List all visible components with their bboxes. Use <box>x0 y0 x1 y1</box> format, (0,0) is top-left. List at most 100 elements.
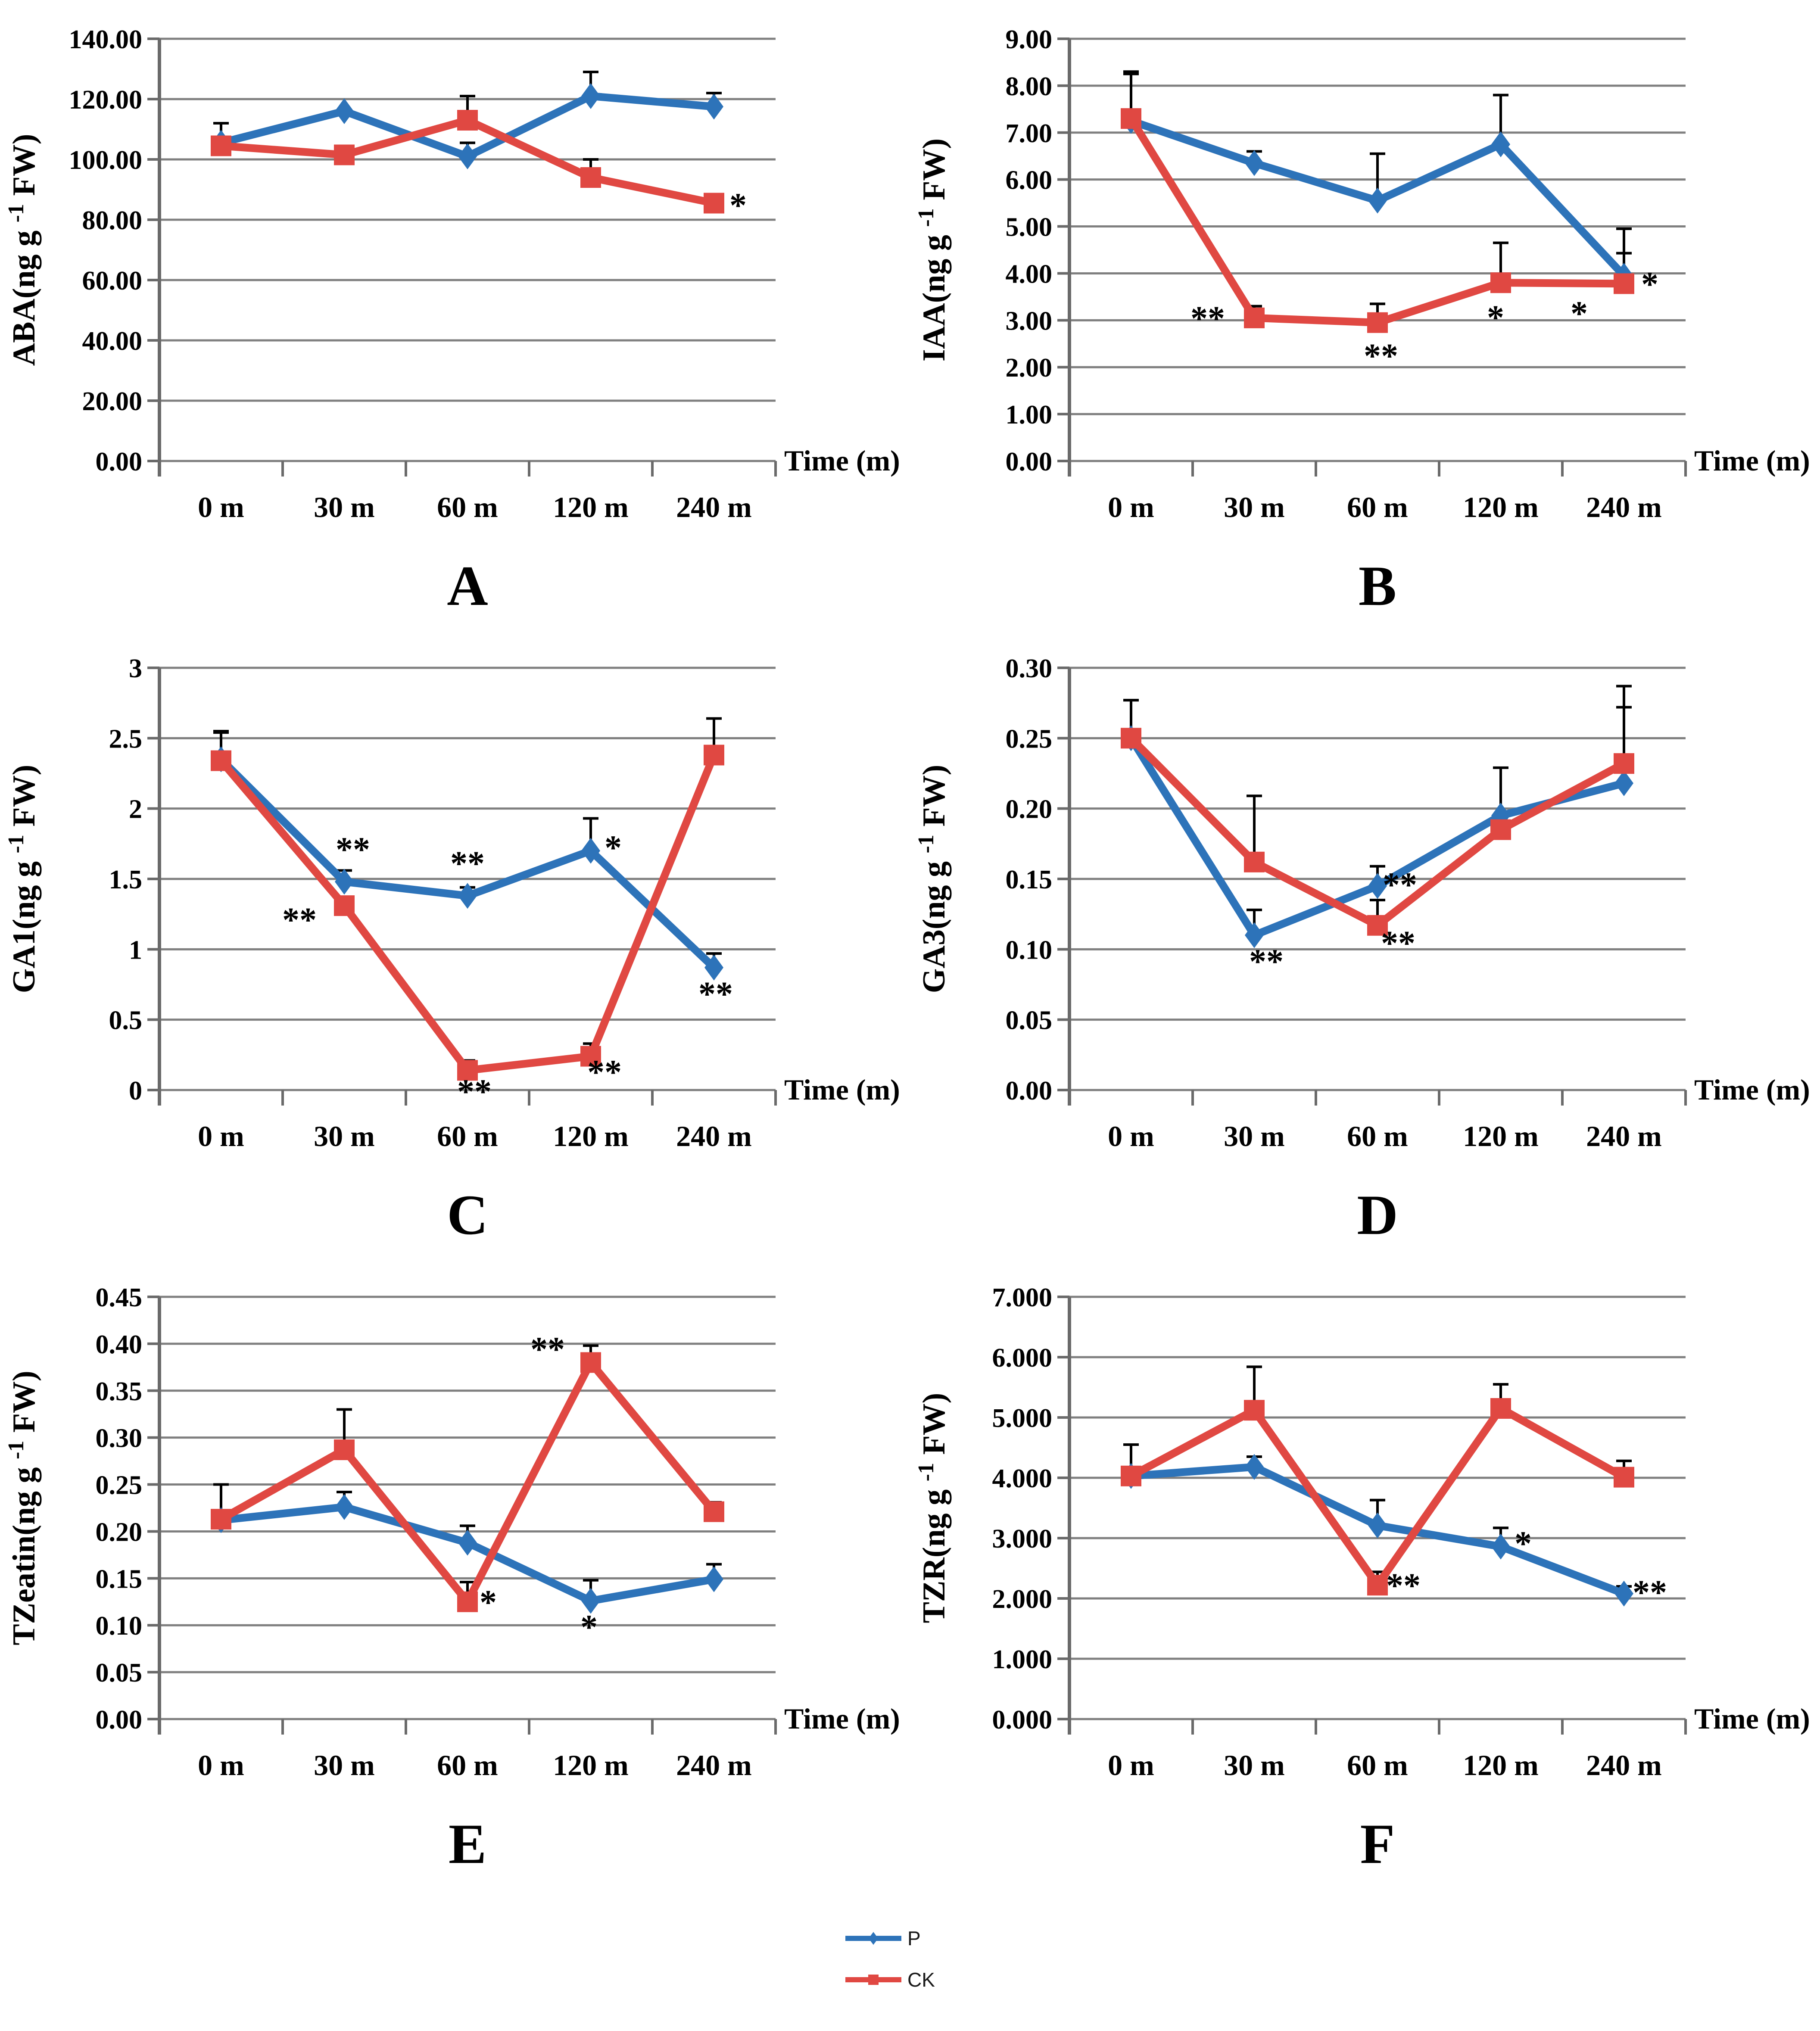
diamond-marker <box>1491 1533 1510 1560</box>
significance-asterisk: * <box>480 1584 497 1622</box>
panel-letter: A <box>447 554 488 617</box>
markers-ck <box>211 110 724 214</box>
square-marker <box>580 1352 601 1373</box>
gridlines <box>1057 37 1686 462</box>
category-label: 60 m <box>437 1749 498 1782</box>
legend: P CK <box>0 1887 1820 2031</box>
gridlines <box>147 667 776 1091</box>
y-tick-label: 4.000 <box>992 1464 1053 1493</box>
x-ticks <box>158 1090 777 1106</box>
significance-asterisk: * <box>1571 295 1588 333</box>
legend-label-p: P <box>907 1927 921 1950</box>
significance-asterisk: * <box>1641 265 1658 303</box>
y-tick-label: 0.25 <box>96 1471 143 1500</box>
significance-asterisk: ** <box>1364 337 1398 375</box>
chart-panel-d: 0.30 0.25 0.20 0.15 0.10 0.05 0.00 0 m 30 m 60 m 1… <box>910 629 1820 1258</box>
category-label: 0 m <box>1108 1749 1154 1782</box>
diamond-marker <box>335 1494 354 1520</box>
legend-item-ck: CK <box>845 1966 975 1994</box>
category-label: 30 m <box>314 1120 375 1153</box>
diamond-marker <box>581 1588 600 1614</box>
square-marker <box>1490 819 1511 840</box>
y-tick-label: 20.00 <box>82 387 143 416</box>
time-axis-label: Time (m) <box>784 1073 900 1106</box>
chart-panel-c: 3 2.5 2 1.5 1 0.5 0 0 m 30 m 60 m 120 m 240 m Time (… <box>0 629 910 1258</box>
category-label: 30 m <box>314 491 375 523</box>
category-label: 30 m <box>1224 491 1285 523</box>
square-marker <box>211 135 231 156</box>
time-axis-label: Time (m) <box>1694 1073 1810 1106</box>
diamond-marker <box>1245 1454 1264 1480</box>
y-tick-label: 3.000 <box>992 1524 1053 1554</box>
square-marker <box>211 750 231 771</box>
y-tick-label: 5.00 <box>1006 213 1053 242</box>
annotations: ***** <box>1386 1525 1667 1612</box>
category-labels: 0 m 30 m 60 m 120 m 240 m <box>198 1749 752 1782</box>
square-marker <box>704 744 724 766</box>
category-label: 120 m <box>553 1749 629 1782</box>
category-label: 60 m <box>437 491 498 523</box>
significance-asterisk: * <box>729 187 747 225</box>
square-marker <box>1367 915 1388 936</box>
significance-asterisk: * <box>1515 1525 1532 1563</box>
y-tick-label: 40.00 <box>82 327 143 356</box>
diamond-marker <box>1614 1580 1633 1607</box>
panel-letter: E <box>449 1812 486 1875</box>
significance-asterisk: ** <box>587 1054 622 1092</box>
y-tick-label: 0.5 <box>109 1006 143 1035</box>
annotations: * <box>729 187 747 225</box>
category-label: 0 m <box>198 1120 244 1153</box>
y-tick-label: 0.40 <box>96 1330 143 1359</box>
y-tick-labels: 0.45 0.40 0.35 0.30 0.25 0.20 0.15 0.10 0.05 0.00 <box>96 1283 143 1735</box>
y-tick-label: 0.25 <box>1006 724 1053 754</box>
y-tick-label: 0.10 <box>96 1611 143 1641</box>
y-tick-label: 0.20 <box>1006 795 1053 824</box>
chart-panel-f: 7.000 6.000 5.000 4.000 3.000 2.000 1.000 0.000… <box>910 1258 1820 1887</box>
category-label: 30 m <box>1224 1120 1285 1153</box>
diamond-marker <box>1368 187 1387 214</box>
legend-label-ck: CK <box>907 1969 935 1991</box>
square-marker <box>1614 753 1634 774</box>
diamond-marker <box>581 838 600 864</box>
error-bars <box>213 1344 722 1602</box>
series-line-ck <box>217 1358 718 1606</box>
chart-svg-d: 0.30 0.25 0.20 0.15 0.10 0.05 0.00 0 m 30 m 60 m 1… <box>914 654 1810 1246</box>
diamond-marker <box>1245 150 1264 176</box>
square-marker <box>1121 728 1141 749</box>
diamond-marker <box>335 869 354 895</box>
square-marker <box>580 167 601 188</box>
significance-asterisk: ** <box>698 975 733 1013</box>
y-tick-label: 1.000 <box>992 1645 1053 1674</box>
y-axis-label: IAA(ng g -1 FW) <box>914 138 952 361</box>
chart-svg-c: 3 2.5 2 1.5 1 0.5 0 0 m 30 m 60 m 120 m 240 m Time (… <box>4 654 900 1246</box>
square-marker <box>211 1509 231 1530</box>
panel-letter: F <box>1360 1812 1395 1875</box>
legend-square-marker <box>868 1975 879 1985</box>
chart-svg-b: 9.00 8.00 7.00 6.00 5.00 4.00 3.00 2.00 1.00 0.00… <box>914 25 1810 617</box>
chart-panel-e: 0.45 0.40 0.35 0.30 0.25 0.20 0.15 0.10 0.05 0.00… <box>0 1258 910 1887</box>
y-tick-label: 6.000 <box>992 1343 1053 1373</box>
category-label: 30 m <box>314 1749 375 1782</box>
panel-letter: C <box>447 1183 488 1246</box>
x-ticks <box>1068 1719 1687 1735</box>
markers-ck <box>1121 108 1634 333</box>
category-labels: 0 m 30 m 60 m 120 m 240 m <box>1108 1749 1662 1782</box>
y-tick-label: 9.00 <box>1006 25 1053 54</box>
category-label: 240 m <box>676 1749 752 1782</box>
category-label: 60 m <box>1347 491 1408 523</box>
y-tick-labels: 140.00 120.00 100.00 80.00 60.00 40.00 20.00 0.… <box>69 25 143 477</box>
significance-asterisk: ** <box>1249 943 1284 981</box>
diamond-marker <box>1368 1512 1387 1539</box>
chart-panel-a: 140.00 120.00 100.00 80.00 60.00 40.00 20.00 0.… <box>0 0 910 629</box>
y-tick-label: 5.000 <box>992 1404 1053 1433</box>
chart-panel-b: 9.00 8.00 7.00 6.00 5.00 4.00 3.00 2.00 1.00 0.00… <box>910 0 1820 629</box>
y-tick-labels: 3 2.5 2 1.5 1 0.5 0 <box>109 654 143 1106</box>
y-tick-label: 1.5 <box>109 865 143 894</box>
y-tick-label: 2 <box>129 795 142 824</box>
time-axis-label: Time (m) <box>1694 444 1810 477</box>
square-marker <box>1367 1575 1388 1596</box>
category-label: 240 m <box>1586 1749 1662 1782</box>
y-tick-label: 1 <box>129 935 142 965</box>
diamond-marker <box>458 1529 477 1556</box>
